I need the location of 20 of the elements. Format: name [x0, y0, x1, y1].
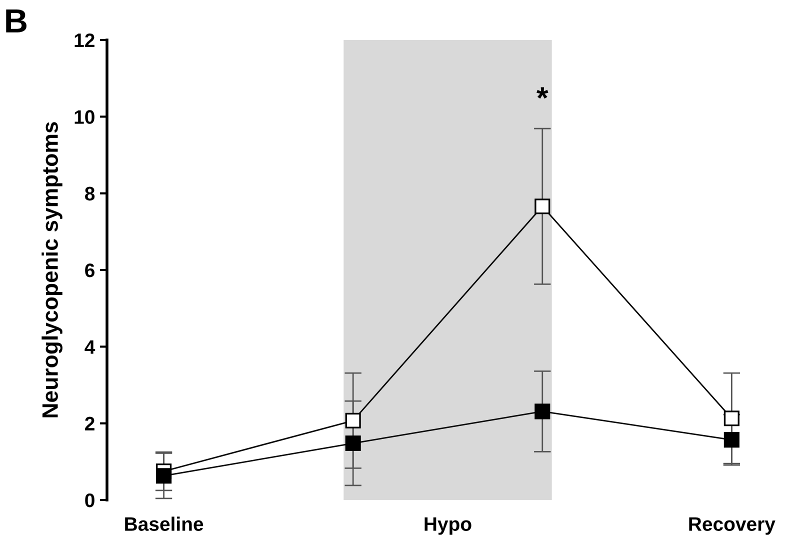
x-tick-label: Hypo [424, 517, 472, 535]
x-tick-label: Baseline [125, 516, 204, 531]
y-tick-label: 12 [74, 33, 94, 48]
point [724, 432, 740, 448]
y-tick-label: 4 [84, 340, 96, 354]
point [156, 468, 172, 484]
y-tick-label: 6 [85, 263, 94, 278]
point [534, 404, 550, 420]
y-tick-label: 10 [74, 110, 94, 124]
annotation: * [536, 87, 548, 99]
text: B [6, 9, 26, 32]
point [534, 198, 550, 214]
x-tick-label: Recovery [689, 517, 776, 535]
point [345, 412, 361, 428]
y-tick-label: 2 [85, 416, 94, 430]
point [345, 435, 361, 452]
y-axis-title: Neuroglycopenic symptoms [42, 122, 62, 418]
y-tick-label: 8 [85, 186, 95, 201]
y-tick-label: 0 [85, 493, 94, 508]
point [724, 410, 740, 426]
